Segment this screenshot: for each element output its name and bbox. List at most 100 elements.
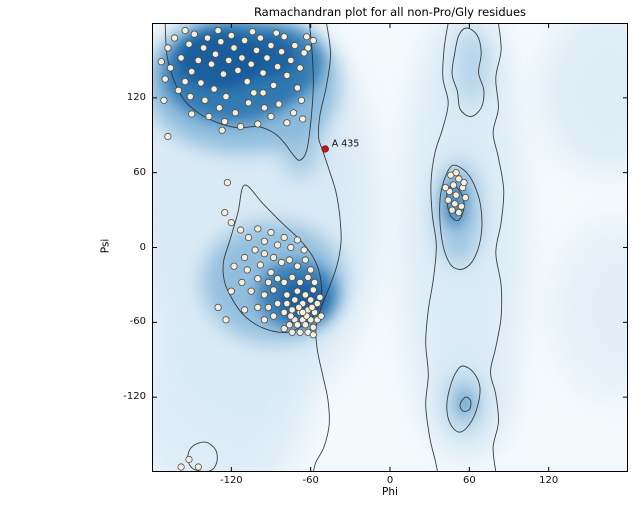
- residue-point: [452, 191, 460, 199]
- residue-point: [256, 34, 265, 42]
- residue-point: [207, 60, 216, 68]
- residue-point: [177, 54, 185, 62]
- residue-point: [274, 299, 282, 308]
- residue-point: [218, 126, 226, 134]
- residue-point: [244, 233, 253, 242]
- residue-point: [267, 228, 275, 237]
- residue-point: [203, 34, 212, 42]
- x-tick-label: -60: [302, 475, 319, 486]
- residue-point: [243, 77, 251, 86]
- residue-point: [452, 169, 460, 177]
- residue-point: [304, 273, 312, 281]
- residue-point: [291, 296, 299, 304]
- x-axis-label: Phi: [382, 486, 398, 498]
- residue-point: [161, 75, 169, 83]
- residue-point: [289, 109, 298, 117]
- residue-point: [221, 209, 229, 217]
- residue-point: [287, 312, 295, 320]
- residue-point: [301, 291, 309, 299]
- residue-point: [285, 321, 294, 329]
- residue-point: [234, 66, 242, 75]
- residue-point: [241, 253, 249, 262]
- contour-bottom-right-inner: [459, 396, 472, 412]
- residue-point: [259, 69, 267, 77]
- residue-point: [254, 225, 262, 233]
- residue-point: [201, 96, 209, 104]
- residue-point: [188, 110, 196, 118]
- residue-point: [199, 44, 208, 52]
- residue-point: [197, 79, 205, 87]
- residue-point: [441, 184, 450, 192]
- residue-point: [227, 219, 235, 227]
- residue-point: [288, 328, 296, 336]
- plot-canvas: A 435: [152, 23, 628, 472]
- residue-point: [241, 36, 249, 45]
- residue-point: [254, 120, 262, 128]
- residue-point: [307, 266, 315, 274]
- x-tick-label: -120: [219, 475, 243, 486]
- residue-point: [460, 179, 468, 187]
- residue-point: [211, 50, 220, 58]
- residue-point: [263, 54, 271, 62]
- residue-point: [260, 237, 269, 245]
- residue-point: [221, 117, 229, 126]
- residue-point: [237, 122, 245, 131]
- y-tick-label: 60: [133, 166, 146, 178]
- residue-point: [188, 67, 196, 76]
- x-tick-label: 0: [386, 475, 394, 486]
- plot-content: A 435: [152, 23, 628, 472]
- residue-point: [280, 233, 288, 242]
- residue-point: [293, 262, 301, 270]
- residue-point: [219, 70, 228, 78]
- residue-point: [222, 316, 230, 324]
- residue-point: [272, 29, 280, 37]
- residue-point: [288, 306, 296, 314]
- residue-point: [270, 286, 278, 294]
- residue-point: [449, 181, 458, 189]
- residue-point: [448, 206, 456, 214]
- density-region: [555, 222, 628, 398]
- contour-right-band-west: [425, 23, 449, 472]
- chart-title: Ramachandran plot for all non-Pro/Gly re…: [253, 5, 527, 19]
- residue-point: [185, 40, 193, 48]
- residue-point: [251, 246, 259, 254]
- y-tick-label: -120: [123, 391, 146, 403]
- residue-point: [230, 262, 238, 270]
- residue-point: [186, 93, 194, 101]
- residue-point: [214, 26, 222, 35]
- contour-right-band-east: [490, 23, 505, 472]
- y-tick-label: -60: [129, 316, 146, 328]
- density-region: [542, 23, 628, 173]
- residue-point: [238, 278, 246, 286]
- residue-point: [181, 77, 189, 86]
- residue-point: [280, 308, 288, 316]
- residue-point: [267, 41, 275, 50]
- residue-point: [287, 56, 295, 65]
- contour-lh-helix-outer: [439, 164, 483, 270]
- residue-point: [288, 273, 296, 281]
- residue-point: [274, 275, 282, 283]
- residue-point: [270, 312, 278, 320]
- contour-inner-beta: [164, 23, 314, 161]
- residue-point: [214, 303, 222, 311]
- residue-point: [291, 41, 299, 50]
- residue-point: [293, 287, 301, 295]
- residue-point: [166, 64, 175, 72]
- residue-point: [160, 96, 168, 104]
- residue-point: [280, 324, 288, 333]
- residue-point: [181, 26, 189, 35]
- residue-point: [244, 99, 253, 107]
- contour-outer-left: [312, 23, 342, 472]
- x-tick-label: 120: [539, 475, 559, 486]
- residue-point: [259, 89, 267, 97]
- residue-point: [287, 243, 295, 252]
- residue-point: [444, 196, 452, 204]
- residue-point: [215, 104, 224, 112]
- residue-point: [256, 261, 265, 269]
- residue-point: [313, 299, 321, 308]
- residue-point: [194, 463, 202, 471]
- residue-point: [293, 321, 301, 329]
- x-tick-label: 60: [462, 475, 476, 486]
- residue-point: [164, 132, 172, 141]
